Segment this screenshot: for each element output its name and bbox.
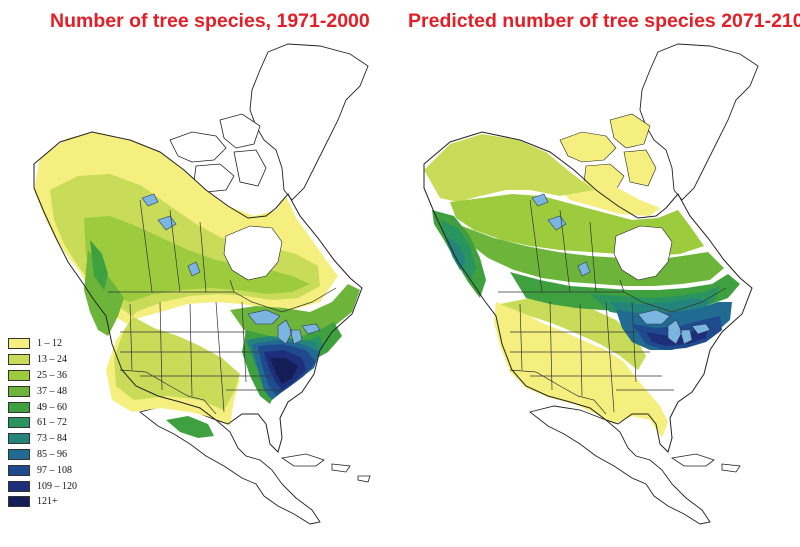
water-bodies (141, 193, 321, 345)
legend-swatch (8, 369, 30, 381)
legend-item: 97 – 108 (8, 462, 86, 478)
legend-label: 49 – 60 (37, 401, 67, 413)
tree-species-map-current (33, 43, 371, 525)
canada-us-border (498, 287, 727, 313)
legend-label: 73 – 84 (37, 433, 67, 445)
arctic-islands-outline (169, 113, 267, 193)
political-boundaries (498, 199, 727, 415)
legend-swatch (8, 338, 30, 350)
species-count-legend: 1 – 12 13 – 24 25 – 36 37 – 48 49 – 60 61 – 7… (8, 336, 86, 510)
legend-swatch (8, 385, 30, 397)
continent-outline (423, 131, 753, 453)
tree-species-map-future (423, 43, 759, 525)
great-lakes (637, 309, 711, 345)
legend-item: 109 – 120 (8, 478, 86, 494)
political-boundaries (108, 199, 337, 415)
map-title-future: Predicted number of tree species 2071-21… (408, 10, 800, 32)
legend-label: 13 – 24 (37, 354, 67, 366)
central-america-outline (528, 405, 711, 525)
great-slave-bear-lakes (141, 193, 201, 277)
map-background-land (528, 43, 759, 525)
legend-label: 85 – 96 (37, 448, 67, 460)
provincial-lines (129, 199, 247, 413)
legend-item: 61 – 72 (8, 415, 86, 431)
legend-item: 73 – 84 (8, 431, 86, 447)
legend-item: 25 – 36 (8, 368, 86, 384)
legend-swatch (8, 433, 30, 445)
great-lakes (247, 309, 321, 345)
us-mexico-border (119, 369, 217, 415)
legend-swatch (8, 496, 30, 508)
legend-swatch (8, 480, 30, 492)
central-america-outline (138, 405, 321, 525)
legend-item: 49 – 60 (8, 399, 86, 415)
legend-item: 85 – 96 (8, 447, 86, 463)
us-mexico-border (509, 369, 607, 415)
caribbean-islands-outline (280, 453, 371, 483)
zone-13-24 (424, 134, 646, 370)
continent-outline (33, 131, 363, 453)
legend-item: 1 – 12 (8, 336, 86, 352)
map-title-current: Number of tree species, 1971-2000 (50, 10, 370, 32)
legend-swatch (8, 448, 30, 460)
caribbean-islands-outline (670, 453, 741, 473)
great-slave-bear-lakes (531, 193, 591, 277)
greenland-outline (249, 43, 369, 201)
legend-label: 61 – 72 (37, 417, 67, 429)
zone-25-36 (84, 216, 310, 302)
richness-zones (34, 132, 360, 438)
zone-37-48 (84, 250, 360, 340)
legend-label: 97 – 108 (37, 464, 72, 476)
legend-label: 25 – 36 (37, 369, 67, 381)
state-lines (120, 331, 284, 391)
zone-1-12 (494, 180, 668, 438)
legend-swatch (8, 417, 30, 429)
map-background-land (138, 43, 371, 525)
zone-49-60 (90, 240, 342, 438)
legend-label: 109 – 120 (37, 480, 77, 492)
legend-label: 1 – 12 (37, 338, 62, 350)
hudson-bay (613, 225, 673, 281)
zone-121-plus (270, 358, 298, 384)
hudson-bay (223, 225, 283, 281)
legend-label: 37 – 48 (37, 385, 67, 397)
legend-label: 121+ (37, 496, 58, 508)
legend-item: 13 – 24 (8, 352, 86, 368)
water-bodies (531, 193, 711, 345)
legend-swatch (8, 464, 30, 476)
legend-item: 37 – 48 (8, 383, 86, 399)
legend-item: 121+ (8, 494, 86, 510)
state-lines (510, 331, 674, 391)
provincial-lines (519, 199, 637, 413)
legend-swatch (8, 401, 30, 413)
zone-1-12-arctic (559, 113, 657, 193)
legend-swatch (8, 354, 30, 366)
greenland-outline (639, 43, 759, 201)
canada-us-border (108, 287, 337, 313)
